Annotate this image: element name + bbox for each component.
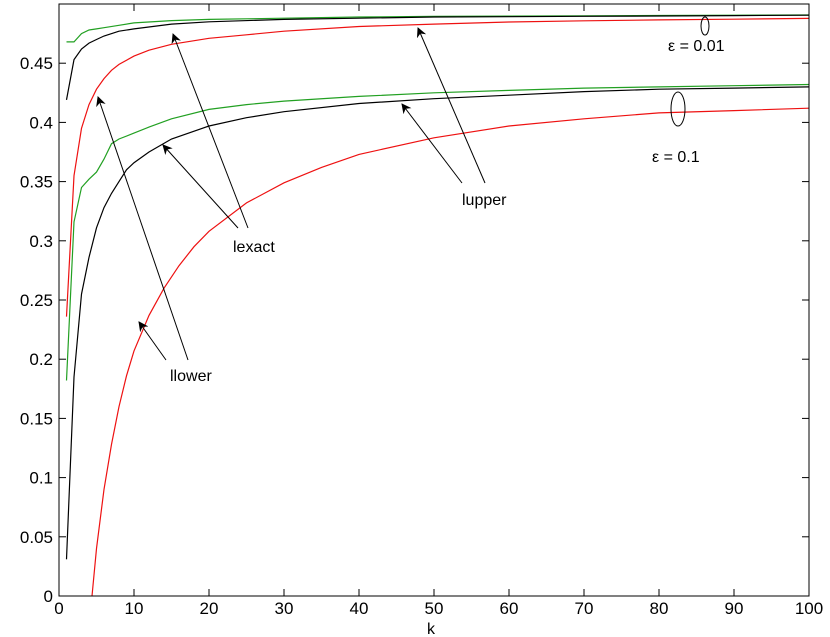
lupper-arrow-2 [401,103,463,184]
x-tick-label: 10 [125,599,144,618]
llower-arrow-2 [138,321,167,361]
x-tick-label: 40 [350,599,369,618]
y-tick-label: 0.1 [29,469,53,488]
series-line-upper-group-1 [65,83,810,381]
lupper-label: lupper [462,192,507,209]
lexact-arrow-1 [171,33,249,229]
x-tick-label: 80 [650,599,669,618]
x-tick-label: 70 [575,599,594,618]
x-tick-label: 60 [500,599,519,618]
y-tick-label: 0.35 [20,173,53,192]
lupper-arrow-1 [416,27,486,184]
epsilon-0-01-ellipse [700,16,710,36]
epsilon-0-1-ellipse [670,91,686,127]
y-tick-label: 0 [44,587,53,606]
ticks-layer: 0 10 20 30 40 50 60 70 80 90 100 0 0.05 0.1 0.15 0.2 0.2… [20,4,823,618]
epsilon-0-1-label: ε = 0.1 [652,149,700,166]
x-tick-label: 90 [725,599,744,618]
llower-arrow-1 [96,96,189,361]
x-tick-label: 20 [200,599,219,618]
y-tick-label: 0.3 [29,232,53,251]
y-tick-label: 0.25 [20,291,53,310]
epsilon-0-01-label: ε = 0.01 [668,38,725,55]
x-tick-label: 50 [425,599,444,618]
x-tick-label: 30 [275,599,294,618]
lexact-label: lexact [233,239,275,256]
series-line-lower-group-0 [65,17,810,317]
lexact-arrow-2 [162,144,239,229]
y-tick-label: 0.05 [20,528,53,547]
series-line-exact-group-0 [65,14,810,101]
llower-label: llower [170,368,212,385]
curves-layer [65,14,810,597]
y-tick-label: 0.4 [29,113,53,132]
series-line-lower-group-1 [91,107,810,597]
x-tick-label: 0 [54,599,63,618]
y-tick-label: 0.2 [29,350,53,369]
x-tick-label: 100 [795,599,823,618]
x-axis-label: k [427,621,436,637]
series-line-exact-group-1 [65,86,810,560]
annotations-layer: lexact lupper llower ε = 0.01 ε = 0.1 [96,16,725,385]
y-tick-label: 0.45 [20,54,53,73]
y-tick-label: 0.15 [20,409,53,428]
